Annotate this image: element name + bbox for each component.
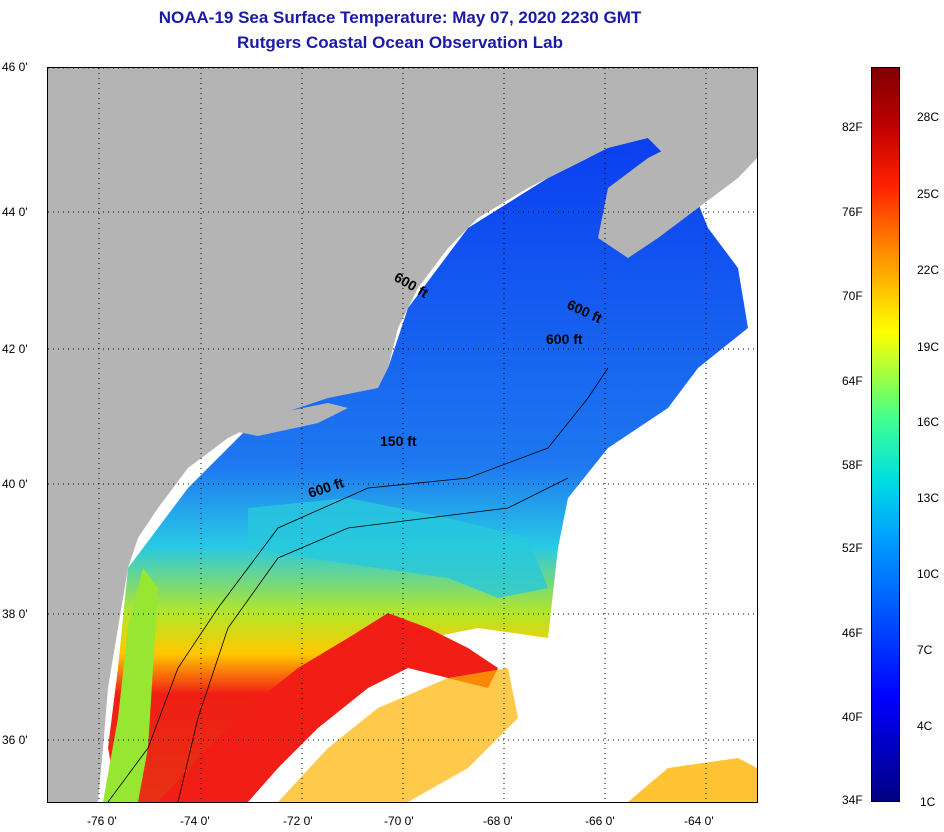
lon-label: -74 0' — [180, 814, 210, 828]
chart-subtitle: Rutgers Coastal Ocean Observation Lab — [237, 33, 563, 52]
lon-label: -68 0' — [483, 814, 513, 828]
colorbar-f-label: 76F — [842, 205, 863, 219]
contour-label: 150 ft — [380, 433, 417, 449]
contour-line — [177, 477, 569, 802]
lat-label: 38 0' — [2, 607, 28, 621]
contour-line — [107, 367, 609, 802]
temperature-colorbar — [871, 67, 900, 802]
colorbar-f-label: 46F — [842, 626, 863, 640]
lat-label: 44 0' — [2, 205, 28, 219]
nova-scotia — [598, 98, 757, 258]
lat-label: 42 0' — [2, 342, 28, 356]
lon-label: -66 0' — [585, 814, 615, 828]
colorbar-f-label: 70F — [842, 289, 863, 303]
colorbar-c-label: 19C — [917, 340, 940, 354]
coastal-shelf — [103, 568, 158, 802]
colorbar-c-label: 4C — [917, 719, 933, 733]
colorbar-c-label: 1C — [920, 795, 936, 809]
chart-title: NOAA-19 Sea Surface Temperature: May 07,… — [158, 8, 642, 27]
land-mass — [48, 68, 757, 802]
colorbar-c-label: 13C — [917, 491, 940, 505]
lat-label: 40 0' — [2, 477, 28, 491]
lon-label: -72 0' — [283, 814, 313, 828]
colorbar-c-label: 28C — [917, 110, 940, 124]
colorbar-c-label: 22C — [917, 263, 940, 277]
colorbar-c-label: 25C — [917, 187, 940, 201]
colorbar-f-label: 34F — [842, 793, 863, 807]
lat-label: 46 0' — [2, 60, 28, 74]
shelf-water — [248, 498, 548, 598]
colorbar-f-label: 64F — [842, 374, 863, 388]
ocean-sst-field — [108, 128, 748, 802]
colorbar-f-label: 52F — [842, 541, 863, 555]
lon-label: -64 0' — [684, 814, 714, 828]
colorbar-c-label: 10C — [917, 567, 940, 581]
warm-patch — [628, 758, 757, 802]
lon-label: -70 0' — [384, 814, 414, 828]
colorbar-c-label: 16C — [917, 415, 940, 429]
gulf-stream — [158, 613, 498, 802]
colorbar-f-label: 58F — [842, 458, 863, 472]
sst-map: 600 ft 600 ft 600 ft 150 ft 600 ft — [47, 67, 758, 803]
warm-patch — [278, 668, 518, 802]
long-island — [218, 403, 348, 436]
colorbar-f-label: 82F — [842, 120, 863, 134]
lon-label: -76 0' — [87, 814, 117, 828]
colorbar-f-label: 40F — [842, 710, 863, 724]
colorbar-c-label: 7C — [917, 643, 933, 657]
lat-label: 36 0' — [2, 733, 28, 747]
graticule — [48, 68, 757, 802]
contour-label: 600 ft — [546, 331, 583, 347]
